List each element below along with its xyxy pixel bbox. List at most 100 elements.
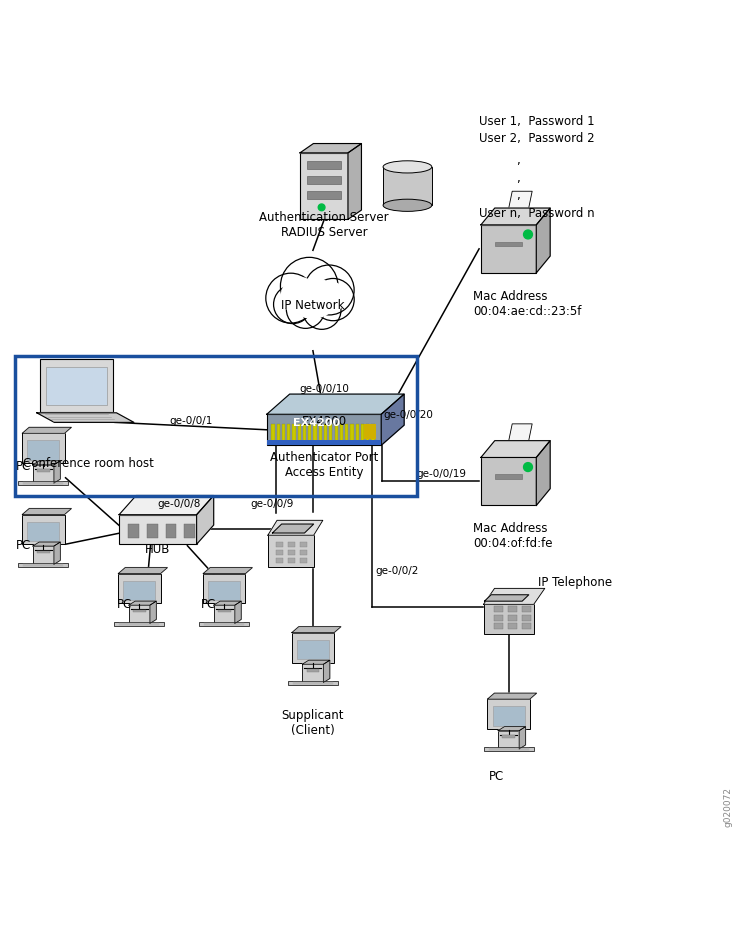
- FancyBboxPatch shape: [40, 359, 113, 413]
- FancyBboxPatch shape: [276, 558, 283, 564]
- FancyBboxPatch shape: [272, 425, 275, 441]
- Text: ,: ,: [516, 189, 520, 202]
- Circle shape: [524, 464, 533, 472]
- FancyBboxPatch shape: [522, 607, 530, 613]
- FancyBboxPatch shape: [133, 610, 146, 613]
- FancyBboxPatch shape: [507, 616, 516, 621]
- Polygon shape: [381, 395, 404, 446]
- FancyBboxPatch shape: [366, 425, 369, 441]
- Circle shape: [303, 292, 341, 330]
- FancyBboxPatch shape: [308, 425, 312, 441]
- FancyBboxPatch shape: [28, 441, 60, 461]
- Text: ge-0/0/10: ge-0/0/10: [299, 384, 349, 393]
- Polygon shape: [33, 542, 60, 547]
- Polygon shape: [196, 496, 214, 545]
- Polygon shape: [487, 693, 536, 699]
- FancyBboxPatch shape: [33, 465, 54, 484]
- FancyBboxPatch shape: [303, 425, 306, 441]
- FancyBboxPatch shape: [330, 425, 333, 441]
- FancyBboxPatch shape: [288, 558, 295, 564]
- FancyBboxPatch shape: [300, 542, 307, 547]
- Polygon shape: [481, 209, 550, 225]
- Text: HUB: HUB: [145, 542, 170, 555]
- Text: PC: PC: [201, 598, 216, 611]
- Text: User n,  Password n: User n, Password n: [479, 207, 594, 220]
- Text: ge-0/0/20: ge-0/0/20: [383, 409, 433, 419]
- Polygon shape: [268, 521, 323, 536]
- FancyBboxPatch shape: [288, 550, 295, 555]
- Polygon shape: [300, 145, 362, 154]
- FancyBboxPatch shape: [493, 624, 503, 629]
- FancyBboxPatch shape: [33, 547, 54, 565]
- FancyBboxPatch shape: [307, 669, 319, 672]
- Polygon shape: [22, 428, 71, 434]
- Polygon shape: [150, 602, 156, 624]
- Text: PC: PC: [16, 460, 31, 473]
- FancyBboxPatch shape: [166, 525, 176, 539]
- Circle shape: [281, 278, 318, 314]
- FancyBboxPatch shape: [307, 162, 341, 171]
- FancyBboxPatch shape: [282, 425, 285, 441]
- FancyBboxPatch shape: [298, 425, 301, 441]
- Polygon shape: [214, 602, 241, 605]
- FancyBboxPatch shape: [313, 425, 317, 441]
- Text: ,: ,: [516, 171, 520, 184]
- FancyBboxPatch shape: [383, 168, 432, 206]
- Circle shape: [318, 205, 325, 211]
- Text: IP Network: IP Network: [281, 298, 344, 311]
- FancyBboxPatch shape: [493, 616, 503, 621]
- FancyBboxPatch shape: [218, 610, 231, 613]
- Text: ge-0/0/1: ge-0/0/1: [169, 415, 212, 425]
- FancyBboxPatch shape: [268, 536, 314, 567]
- FancyBboxPatch shape: [481, 458, 536, 506]
- Text: User 2,  Password 2: User 2, Password 2: [479, 132, 594, 145]
- FancyBboxPatch shape: [115, 622, 164, 626]
- FancyBboxPatch shape: [493, 607, 503, 613]
- Circle shape: [317, 283, 346, 311]
- FancyBboxPatch shape: [371, 425, 374, 441]
- Text: ge-0/0/9: ge-0/0/9: [250, 499, 294, 509]
- Polygon shape: [203, 568, 252, 574]
- FancyBboxPatch shape: [292, 425, 295, 441]
- FancyBboxPatch shape: [118, 574, 161, 603]
- Text: EX4200: EX4200: [293, 418, 340, 428]
- Circle shape: [524, 231, 533, 239]
- FancyBboxPatch shape: [498, 730, 519, 749]
- FancyBboxPatch shape: [302, 665, 324, 683]
- Ellipse shape: [383, 200, 432, 212]
- Polygon shape: [519, 727, 525, 749]
- FancyBboxPatch shape: [119, 515, 196, 545]
- Text: Authentication Server
RADIUS Server: Authentication Server RADIUS Server: [259, 210, 389, 238]
- Circle shape: [274, 286, 312, 324]
- FancyBboxPatch shape: [28, 522, 60, 541]
- Circle shape: [280, 258, 338, 315]
- FancyBboxPatch shape: [495, 475, 522, 479]
- FancyBboxPatch shape: [147, 525, 158, 539]
- FancyBboxPatch shape: [307, 192, 341, 199]
- FancyBboxPatch shape: [129, 525, 139, 539]
- Circle shape: [296, 292, 323, 319]
- Text: User 1,  Password 1: User 1, Password 1: [479, 115, 594, 128]
- Polygon shape: [54, 542, 60, 565]
- Polygon shape: [302, 661, 330, 665]
- FancyBboxPatch shape: [507, 624, 516, 629]
- FancyBboxPatch shape: [288, 542, 295, 547]
- Polygon shape: [54, 462, 60, 484]
- Polygon shape: [235, 602, 241, 624]
- FancyBboxPatch shape: [208, 581, 240, 601]
- Polygon shape: [324, 661, 330, 683]
- Polygon shape: [536, 441, 550, 506]
- FancyBboxPatch shape: [493, 706, 525, 726]
- FancyBboxPatch shape: [287, 425, 290, 441]
- FancyBboxPatch shape: [300, 558, 307, 564]
- Text: ge-0/0/2: ge-0/0/2: [376, 565, 419, 576]
- Circle shape: [298, 280, 336, 318]
- FancyBboxPatch shape: [276, 550, 283, 555]
- FancyBboxPatch shape: [185, 525, 195, 539]
- Polygon shape: [536, 209, 550, 273]
- FancyBboxPatch shape: [356, 425, 359, 441]
- FancyBboxPatch shape: [340, 425, 343, 441]
- Polygon shape: [348, 145, 362, 220]
- FancyBboxPatch shape: [203, 574, 246, 603]
- Polygon shape: [481, 441, 550, 458]
